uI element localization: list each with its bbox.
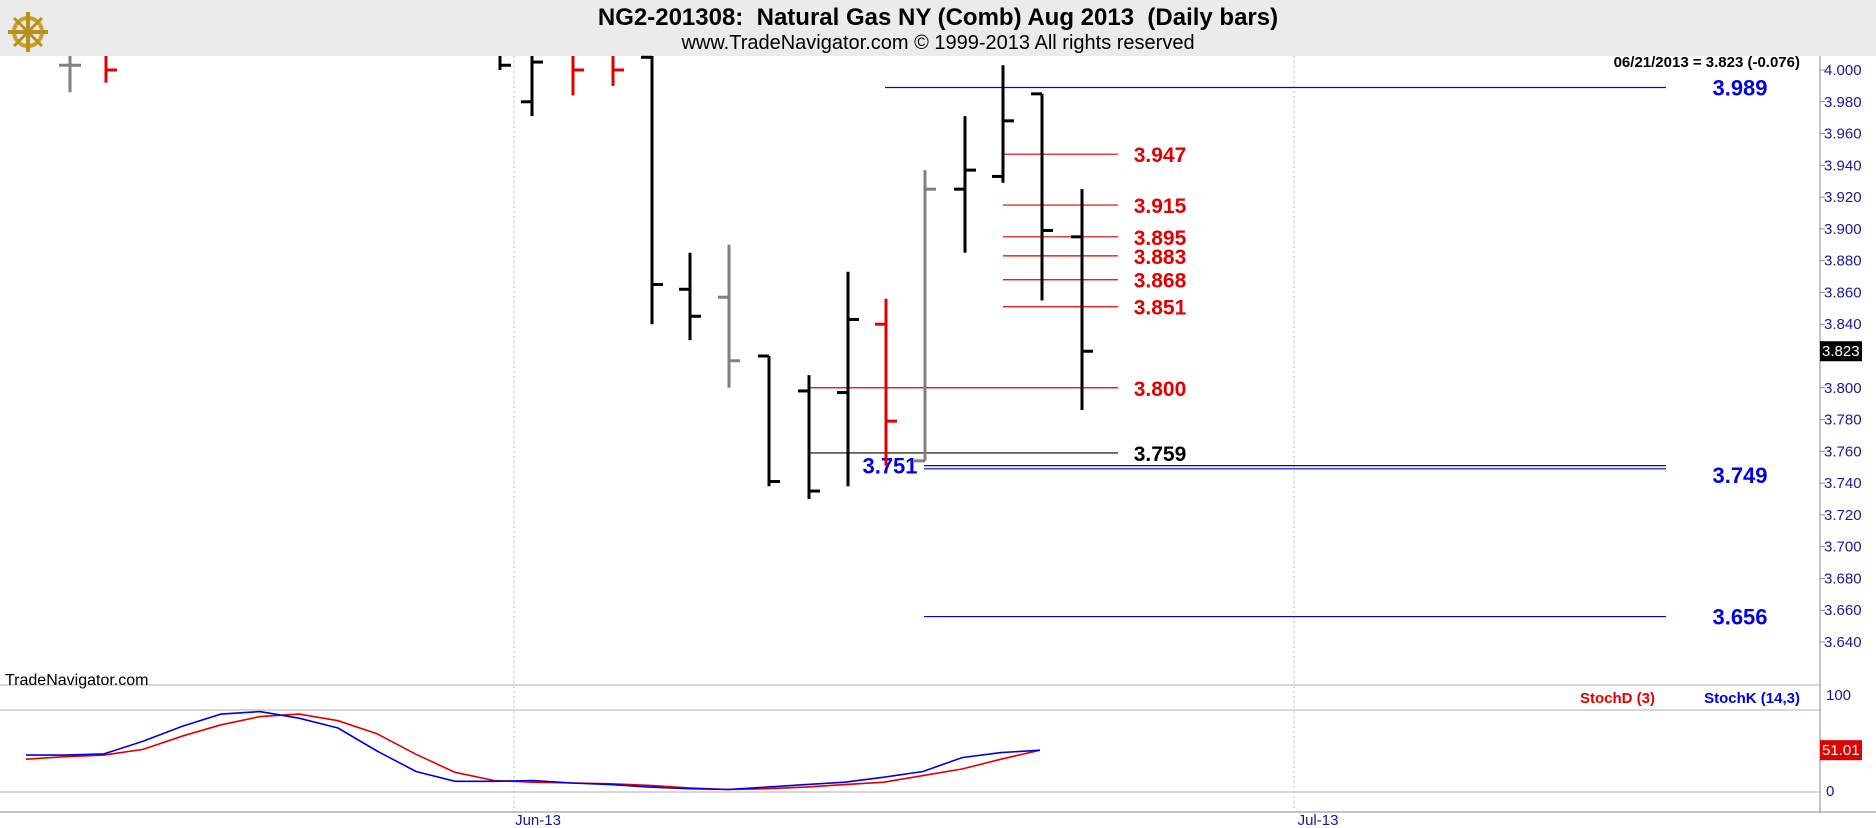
stoch-d-line bbox=[25, 713, 1041, 791]
stoch-k-legend: StochK (14,3) bbox=[1704, 690, 1800, 707]
ship-wheel-logo-icon bbox=[8, 12, 48, 52]
level-label: 3.656 bbox=[1712, 605, 1767, 630]
y-tick-label: 3.960 bbox=[1824, 126, 1862, 143]
y-tick-label: 4.000 bbox=[1824, 62, 1862, 79]
y-tick-label: 3.840 bbox=[1824, 316, 1862, 333]
stoch-tick-100: 100 bbox=[1826, 687, 1851, 704]
y-tick-label: 3.720 bbox=[1824, 507, 1862, 524]
y-tick-label: 3.700 bbox=[1824, 539, 1862, 556]
copyright-text: www.TradeNavigator.com © 1999-2013 All r… bbox=[681, 32, 1195, 54]
level-label: 3.915 bbox=[1134, 195, 1187, 218]
level-label: 3.989 bbox=[1712, 75, 1767, 100]
y-tick-label: 3.660 bbox=[1824, 602, 1862, 619]
x-tick-label: Jul-13 bbox=[1298, 812, 1339, 828]
last-quote: 06/21/2013 = 3.823 (-0.076) bbox=[1614, 54, 1800, 71]
x-tick-label: Jun-13 bbox=[515, 812, 561, 828]
y-tick-label: 3.880 bbox=[1824, 253, 1862, 270]
header-bar bbox=[0, 0, 1876, 56]
y-tick-label: 3.760 bbox=[1824, 443, 1862, 460]
stoch-last-value: 51.01 bbox=[1822, 742, 1860, 759]
stoch-k-line bbox=[26, 710, 1041, 791]
y-tick-label: 3.900 bbox=[1824, 221, 1862, 238]
y-tick-label: 3.680 bbox=[1824, 570, 1862, 587]
last-price-tag bbox=[1820, 341, 1862, 362]
chart-title: NG2-201308: Natural Gas NY (Comb) Aug 20… bbox=[597, 4, 1279, 31]
level-label: 3.759 bbox=[1134, 443, 1187, 466]
level-label: 3.749 bbox=[1712, 463, 1767, 488]
last-price-value: 3.823 bbox=[1822, 343, 1860, 360]
stoch-last-tag bbox=[1820, 740, 1862, 761]
y-tick-label: 3.940 bbox=[1824, 157, 1862, 174]
stoch-d-legend: StochD (3) bbox=[1580, 690, 1655, 707]
y-tick-label: 3.980 bbox=[1824, 94, 1862, 111]
level-label: 3.800 bbox=[1134, 378, 1187, 401]
y-tick-label: 3.800 bbox=[1824, 380, 1862, 397]
level-label: 3.751 bbox=[862, 454, 917, 479]
y-tick-label: 3.740 bbox=[1824, 475, 1862, 492]
stoch-tick-0: 0 bbox=[1826, 783, 1834, 800]
level-label: 3.851 bbox=[1134, 297, 1187, 320]
level-label: 3.895 bbox=[1134, 227, 1187, 250]
level-label: 3.868 bbox=[1134, 270, 1187, 293]
y-tick-label: 3.640 bbox=[1824, 634, 1862, 651]
y-tick-label: 3.920 bbox=[1824, 189, 1862, 206]
y-tick-label: 3.860 bbox=[1824, 284, 1862, 301]
level-label: 3.883 bbox=[1134, 246, 1187, 269]
price-axis-panel bbox=[1820, 56, 1876, 812]
y-tick-label: 3.780 bbox=[1824, 412, 1862, 429]
level-label: 3.947 bbox=[1134, 144, 1187, 167]
watermark-text: TradeNavigator.com bbox=[5, 672, 148, 689]
